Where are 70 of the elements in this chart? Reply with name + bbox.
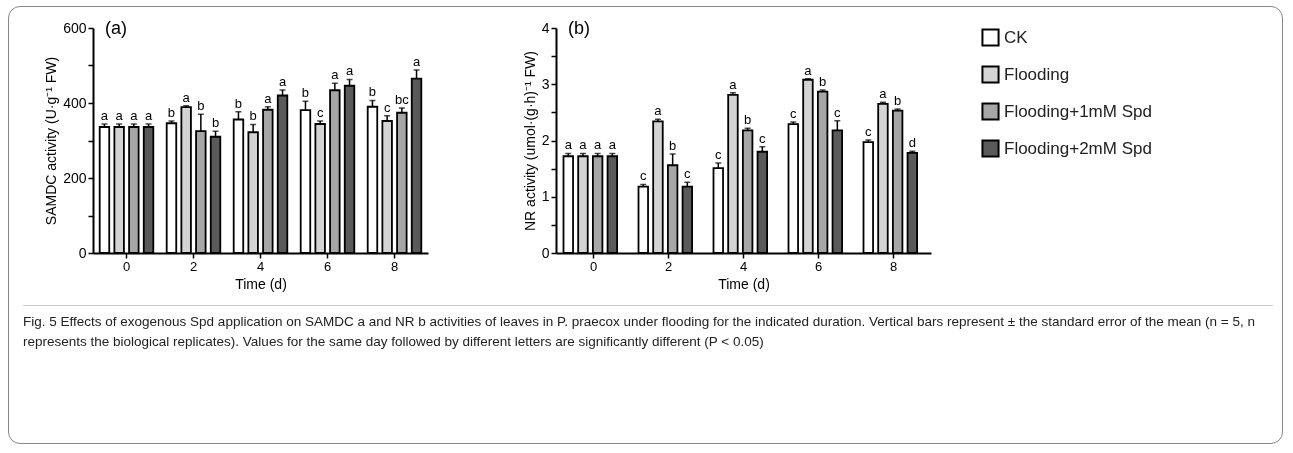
legend-label: CK [1004,27,1029,47]
y-tick-label: 1 [541,188,550,205]
chart-title: (a) [105,18,127,38]
data-label: b [234,95,243,111]
y-axis-title: SAMDC activity (U·g⁻¹ FW) [43,56,60,226]
data-label: b [819,73,827,89]
y-tick-label: 600 [63,19,87,36]
data-label: a [331,67,340,83]
y-tick-label: 2 [541,132,550,148]
y-tick-label: 0 [541,244,550,261]
data-label: b [301,85,310,101]
data-label: c [715,147,723,162]
data-label: a [564,137,573,153]
data-label: b [744,112,752,128]
y-tick-label: 400 [63,94,87,111]
data-label: a [115,108,124,123]
data-label: a [100,108,109,123]
data-label: a [278,73,287,89]
x-tick-label: 8 [889,258,898,274]
data-label: b [368,84,377,100]
data-label: bc [394,91,410,107]
data-label: b [197,98,205,114]
data-label: c [790,105,798,121]
x-tick-label: 6 [323,258,332,274]
data-label: c [759,130,767,146]
data-label: a [608,137,617,153]
data-label: c [834,104,842,120]
x-tick-label: 4 [256,258,265,274]
data-label: a [345,63,354,79]
data-label: c [865,123,873,139]
y-axis-title: NR activity (umol·(g·h)⁻¹ FW) [521,51,538,231]
x-tick-label: 4 [739,258,748,274]
data-label: d [908,135,916,151]
x-axis-title: Time (d) [718,275,770,292]
x-tick-label: 2 [664,258,673,274]
data-label: a [264,90,273,106]
legend-label: Flooding [1004,64,1070,84]
data-label: a [594,137,603,153]
y-tick-label: 3 [541,75,550,92]
data-label: a [654,103,663,119]
chart-title: (b) [568,18,590,38]
data-label: a [144,108,153,123]
legend-label: Flooding+2mM Spd [1004,138,1152,158]
data-label: b [669,138,677,153]
x-tick-label: 0 [589,258,598,274]
data-label: a [804,62,813,78]
y-tick-label: 200 [63,169,87,186]
y-tick-label: 4 [541,19,550,36]
data-label: a [879,86,888,102]
x-tick-label: 2 [189,258,198,274]
data-label: b [211,115,220,131]
data-label: a [130,108,139,123]
data-label: a [412,54,421,69]
data-label: b [894,93,902,108]
y-tick-label: 0 [78,244,87,261]
data-label: a [579,137,588,153]
data-label: b [249,108,257,124]
x-axis-title: Time (d) [235,275,287,292]
data-label: c [316,105,324,120]
x-tick-label: 0 [122,258,131,274]
x-tick-label: 8 [390,258,399,274]
caption: Fig. 5 Effects of exogenous Spd application on SAMDC a and NR b activities of leaves in P. praecox under flooding for the indicated duration. Vertical bars represent ± the standard error of the mean (n = 5, n represents the biological replicates). Values for the same day followed by different letters are significantly different (P < 0.05) [23,305,1273,352]
data-label: a [729,76,738,92]
data-label: c [684,166,692,182]
x-tick-label: 6 [814,258,823,274]
legend-label: Flooding+1mM Spd [1004,101,1152,121]
data-label: c [383,99,391,115]
data-label: c [640,168,648,184]
data-label: b [167,105,176,120]
data-label: a [182,89,191,105]
